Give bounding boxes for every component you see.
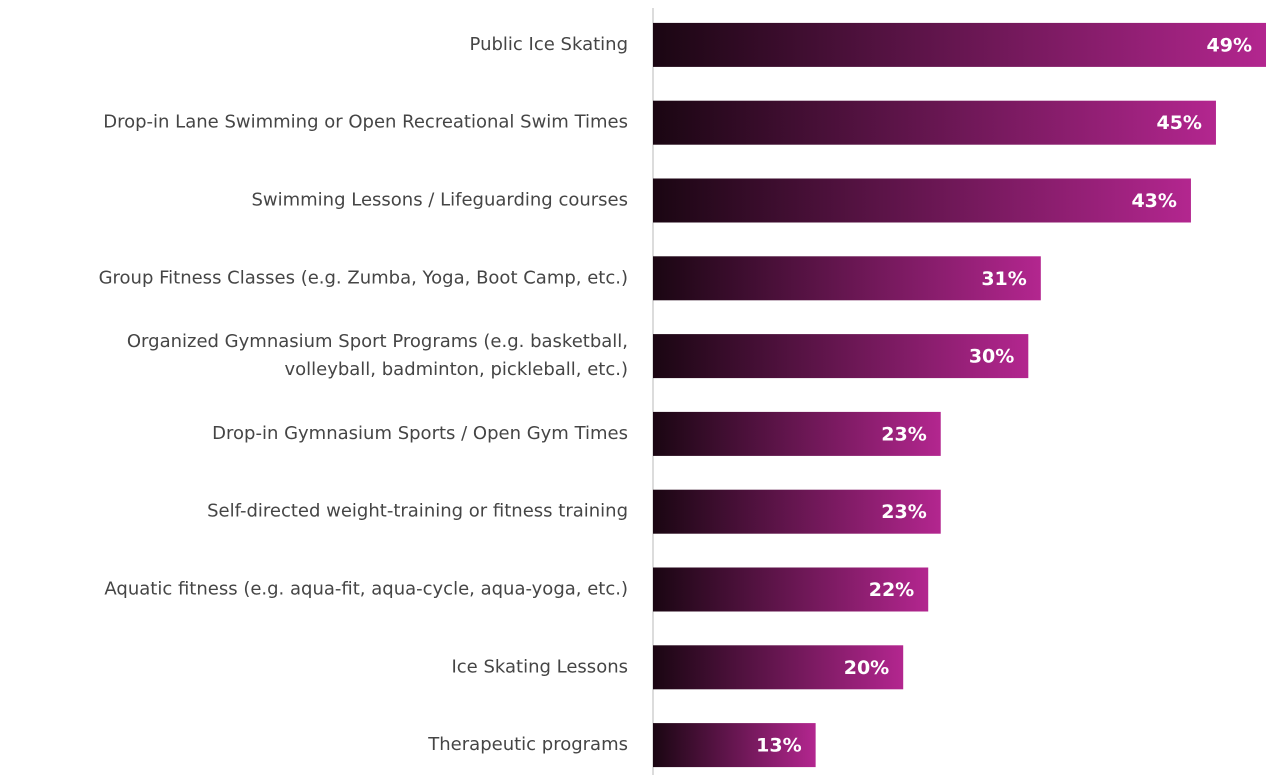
category-label: volleyball, badminton, pickleball, etc.) bbox=[284, 359, 628, 380]
category-label: Public Ice Skating bbox=[470, 34, 628, 55]
bar bbox=[653, 411, 941, 456]
category-label: Self-directed weight-training or fitness… bbox=[207, 501, 628, 522]
value-label: 49% bbox=[1207, 34, 1252, 56]
value-label: 23% bbox=[881, 423, 926, 445]
bar bbox=[653, 22, 1266, 67]
bar bbox=[653, 645, 904, 690]
bar bbox=[653, 178, 1191, 223]
value-label: 30% bbox=[969, 346, 1014, 368]
category-label: Organized Gymnasium Sport Programs (e.g.… bbox=[127, 331, 628, 352]
category-label: Drop-in Lane Swimming or Open Recreation… bbox=[103, 112, 628, 133]
category-label: Ice Skating Lessons bbox=[451, 656, 628, 677]
category-label: Group Fitness Classes (e.g. Zumba, Yoga,… bbox=[99, 267, 628, 288]
value-label: 20% bbox=[844, 657, 889, 679]
bar bbox=[653, 100, 1216, 145]
bar bbox=[653, 567, 929, 612]
value-label: 31% bbox=[981, 268, 1026, 290]
category-label: Therapeutic programs bbox=[427, 734, 628, 755]
value-label: 43% bbox=[1131, 190, 1176, 212]
value-label: 45% bbox=[1156, 112, 1201, 134]
category-label: Aquatic fitness (e.g. aqua-fit, aqua-cyc… bbox=[104, 579, 628, 600]
bar bbox=[653, 723, 816, 768]
category-label: Swimming Lessons / Lifeguarding courses bbox=[251, 190, 628, 211]
bar bbox=[653, 334, 1029, 379]
category-label: Drop-in Gymnasium Sports / Open Gym Time… bbox=[212, 423, 628, 444]
bar bbox=[653, 489, 941, 534]
bar bbox=[653, 256, 1041, 301]
value-label: 13% bbox=[756, 735, 801, 757]
value-label: 22% bbox=[869, 579, 914, 601]
value-label: 23% bbox=[881, 501, 926, 523]
